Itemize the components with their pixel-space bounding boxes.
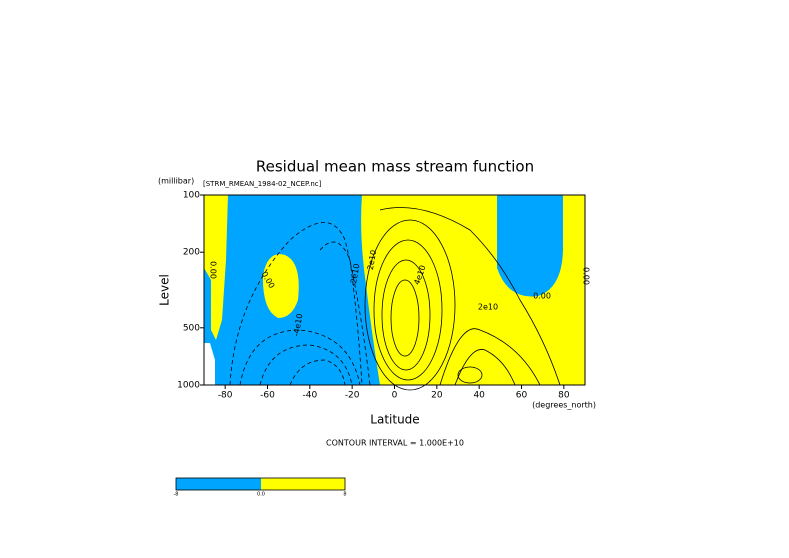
colorbar-negative	[176, 478, 261, 490]
x-tick-label: -60	[260, 391, 275, 401]
contour-label: 0.00	[533, 292, 551, 301]
subtitle: [STRM_RMEAN_1984-02_NCEP.nc]	[203, 180, 322, 188]
y-axis-label: Level	[158, 274, 172, 306]
x-axis-label: Latitude	[370, 413, 419, 427]
x-unit: (degrees_north)	[532, 401, 596, 410]
contour-label: 0.00	[209, 261, 218, 279]
contour-label: 2e10	[366, 249, 378, 270]
contour-label: -4e10	[292, 313, 305, 337]
y-tick-label: 500	[183, 323, 200, 333]
colorbar-label: 8	[343, 492, 346, 498]
contour-label: 0.00	[582, 267, 591, 285]
contour-label: 2e10	[478, 303, 498, 312]
colorbar-label: 0.0	[257, 492, 265, 498]
positive-region	[204, 195, 228, 340]
positive-region	[262, 254, 299, 318]
x-tick-label: -40	[302, 391, 317, 401]
missing-data	[204, 343, 215, 385]
colorbar-label: -8	[174, 492, 179, 498]
y-tick-label: 1000	[177, 381, 200, 391]
y-tick-label: 100	[183, 191, 200, 201]
x-tick-label: 60	[516, 391, 528, 401]
x-tick-label: 80	[558, 391, 570, 401]
y-tick-label: 200	[183, 248, 200, 258]
x-tick-label: 0	[392, 391, 398, 401]
x-tick-label: -20	[345, 391, 360, 401]
colorbar-positive	[261, 478, 345, 490]
y-unit: (millibar)	[158, 177, 194, 186]
contour-label: -2e10	[349, 263, 362, 287]
x-tick-label: 20	[431, 391, 443, 401]
chart-title: Residual mean mass stream function	[256, 158, 534, 176]
x-tick-label: 40	[473, 391, 485, 401]
contour-lines	[229, 207, 561, 391]
contour-note: CONTOUR INTERVAL = 1.000E+10	[326, 439, 464, 448]
x-tick-label: -80	[218, 391, 233, 401]
colorbar-frame	[175, 477, 346, 491]
